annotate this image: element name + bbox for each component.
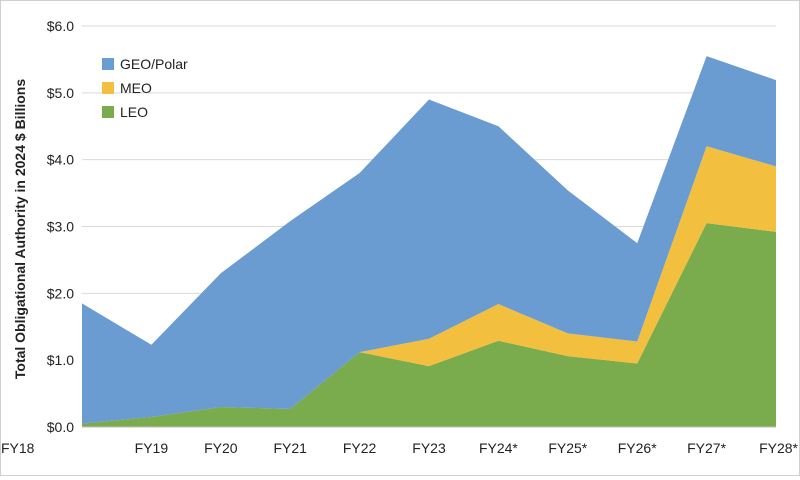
y-tick-label: $1.0 <box>47 352 74 368</box>
x-tick-label: FY27* <box>687 440 726 456</box>
area-geo-polar <box>82 56 776 424</box>
legend-label: MEO <box>120 80 152 96</box>
legend-label: GEO/Polar <box>120 56 188 72</box>
x-tick-label: FY28* <box>759 440 798 456</box>
x-tick-label: FY19 <box>135 440 169 456</box>
area-meo <box>82 146 776 424</box>
x-tick-label: FY22 <box>343 440 377 456</box>
x-tick-label: FY18 <box>1 440 35 456</box>
y-tick-label: $2.0 <box>47 285 74 301</box>
legend: GEO/Polar MEO LEO <box>102 56 188 120</box>
x-tick-label: FY21 <box>273 440 307 456</box>
x-tick-label: FY25* <box>548 440 587 456</box>
area-leo <box>82 223 776 427</box>
y-tick-labels: $0.0 $1.0 $2.0 $3.0 $4.0 $5.0 $6.0 <box>47 18 74 435</box>
legend-swatch <box>102 58 114 70</box>
x-tick-label: FY26* <box>618 440 657 456</box>
y-tick-label: $4.0 <box>47 152 74 168</box>
x-tick-label: FY23 <box>412 440 446 456</box>
x-tick-label: FY20 <box>204 440 238 456</box>
legend-swatch <box>102 82 114 94</box>
x-tick-labels: FY18 FY19 FY20 FY21 FY22 FY23 FY24* FY25* FY26* F… <box>1 440 799 456</box>
y-axis-label: Total Obligational Authority in 2024 $ B… <box>12 79 28 379</box>
legend-swatch <box>102 106 114 118</box>
legend-label: LEO <box>120 104 148 120</box>
y-tick-label: $5.0 <box>47 85 74 101</box>
area-series <box>82 56 776 427</box>
y-tick-label: $0.0 <box>47 419 74 435</box>
y-tick-label: $3.0 <box>47 219 74 235</box>
x-tick-label: FY24* <box>479 440 518 456</box>
y-tick-label: $6.0 <box>47 18 74 34</box>
